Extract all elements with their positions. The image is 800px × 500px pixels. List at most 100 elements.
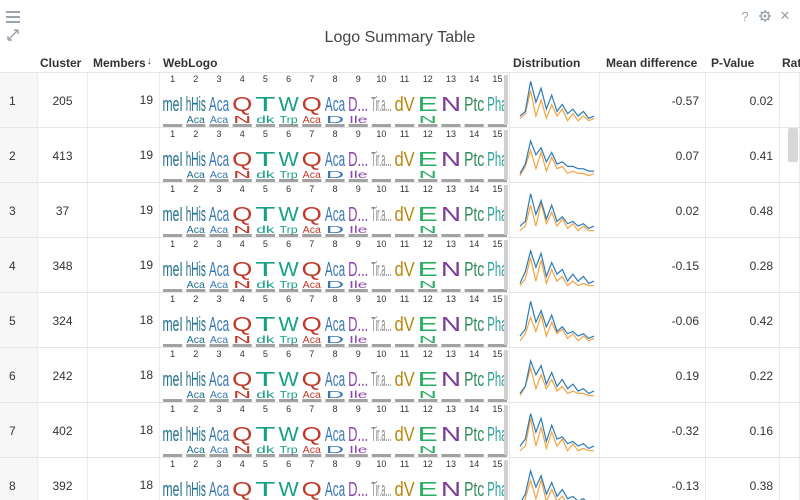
col-header-weblogo[interactable]: WebLogo	[163, 56, 218, 70]
weblogo-bar	[255, 179, 275, 182]
weblogo-letter-top: Aca	[209, 314, 230, 336]
weblogo-letter-bottom: Aca	[187, 280, 206, 291]
weblogo-letter-top: D...	[348, 424, 368, 446]
weblogo-bar	[232, 399, 252, 402]
weblogo-position-label: 10	[376, 459, 386, 469]
weblogo-bar	[209, 454, 229, 457]
weblogo-letter-bottom: Trp	[280, 390, 299, 401]
row-index: 5	[0, 293, 38, 348]
weblogo-letter-top: W	[279, 369, 299, 391]
weblogo-letter-bottom: D	[326, 115, 344, 126]
weblogo-letter-top: hHis	[186, 424, 206, 446]
weblogo-letter-top: Q	[232, 259, 252, 281]
weblogo-letter-top: hHis	[186, 314, 206, 336]
weblogo-bar	[186, 234, 206, 237]
weblogo-letter-top: N	[441, 149, 461, 171]
weblogo-position-label: 2	[193, 129, 198, 139]
weblogo-letter-top: N	[441, 479, 461, 500]
weblogo-letter-top: Pha	[487, 369, 508, 391]
weblogo-position-label: 14	[469, 349, 479, 359]
vertical-scrollbar[interactable]	[788, 128, 798, 162]
window-controls: ? ✕	[738, 8, 792, 24]
col-header-mean-difference[interactable]: Mean difference	[606, 56, 698, 70]
col-header-members[interactable]: Members↓	[93, 56, 152, 72]
weblogo-letter-top: Tir.a...	[371, 259, 391, 281]
col-header-ratio[interactable]: Rat	[782, 56, 800, 70]
distribution-orange-series	[519, 365, 594, 397]
weblogo-bar	[464, 234, 484, 237]
weblogo-bar	[255, 234, 275, 237]
weblogo-position-label: 10	[376, 184, 386, 194]
weblogo-position-label: 8	[332, 184, 337, 194]
weblogo-bar	[255, 344, 275, 347]
weblogo-bar	[209, 399, 229, 402]
weblogo-letter-top: Aca	[325, 259, 346, 281]
col-header-cluster[interactable]: Cluster	[40, 56, 82, 70]
expand-icon[interactable]	[6, 28, 20, 42]
weblogo-letter-top: W	[279, 94, 299, 116]
weblogo-letter-top: meI	[163, 259, 183, 281]
weblogo-letter-top: Q	[232, 94, 252, 116]
help-icon[interactable]: ?	[741, 8, 749, 24]
panel-title: Logo Summary Table	[324, 29, 476, 46]
weblogo-letter-top: T	[255, 259, 275, 281]
weblogo-letter-bottom: D	[326, 225, 344, 236]
weblogo-bar	[371, 124, 391, 127]
weblogo-letter-top: W	[279, 479, 299, 500]
distribution-orange-series	[519, 90, 595, 122]
col-header-p-value[interactable]: P-Value	[711, 56, 755, 70]
weblogo-letter-top: W	[279, 314, 299, 336]
p-value-cell: 0.22	[706, 348, 780, 403]
weblogo-letter-bottom: Aca	[303, 170, 322, 181]
weblogo-letter-bottom: dk	[256, 115, 276, 126]
weblogo-letter-top: Ptc	[464, 314, 484, 336]
weblogo-bar	[395, 179, 415, 182]
weblogo-position-label: 11	[400, 129, 409, 139]
weblogo-position-label: 11	[400, 239, 409, 249]
weblogo-letter-bottom: Ile	[349, 115, 368, 126]
gear-icon[interactable]	[758, 9, 772, 23]
weblogo-scroll-indicator	[504, 295, 508, 345]
weblogo-letter-bottom: Ile	[349, 335, 368, 346]
weblogo-bar	[441, 234, 461, 237]
weblogo-bar	[255, 124, 275, 127]
weblogo-letter-bottom: Aca	[210, 280, 229, 291]
weblogo-bar	[279, 344, 299, 347]
weblogo-letter-top: D...	[348, 314, 368, 336]
weblogo-letter-top: hHis	[186, 149, 206, 171]
weblogo-letter-top: Aca	[325, 369, 346, 391]
weblogo-letter-bottom: N	[419, 445, 437, 456]
weblogo-letter-top: Q	[302, 149, 322, 171]
close-icon[interactable]: ✕	[779, 8, 791, 23]
p-value-cell: 0.02	[706, 73, 780, 128]
mean-difference-cell: 0.19	[600, 348, 706, 403]
weblogo-svg: 1meI2hHisAca3AcaAca4QN5Tdk6WTrp7QAca8Aca…	[163, 239, 508, 292]
weblogo-letter-top: Aca	[209, 259, 230, 281]
weblogo-bar	[348, 454, 368, 457]
weblogo-position-label: 6	[286, 129, 291, 139]
col-header-distribution[interactable]: Distribution	[513, 56, 581, 70]
weblogo-letter-bottom: Aca	[210, 390, 229, 401]
weblogo-letter-top: Tir.a...	[371, 314, 391, 336]
table-row[interactable]: 8392181meI2hHisAca3AcaAca4QN5Tdk6WTrp7QA…	[0, 457, 800, 500]
weblogo-position-label: 7	[309, 74, 314, 84]
distribution-cell	[510, 403, 600, 458]
weblogo-position-label: 13	[446, 74, 456, 84]
weblogo-position-label: 9	[356, 404, 361, 414]
weblogo-letter-top: dV	[395, 424, 416, 446]
weblogo-position-label: 6	[286, 294, 291, 304]
weblogo-position-label: 15	[492, 349, 502, 359]
weblogo-bar	[209, 344, 229, 347]
weblogo-bar	[279, 179, 299, 182]
weblogo-position-label: 4	[240, 459, 245, 469]
hamburger-icon[interactable]	[6, 11, 20, 23]
